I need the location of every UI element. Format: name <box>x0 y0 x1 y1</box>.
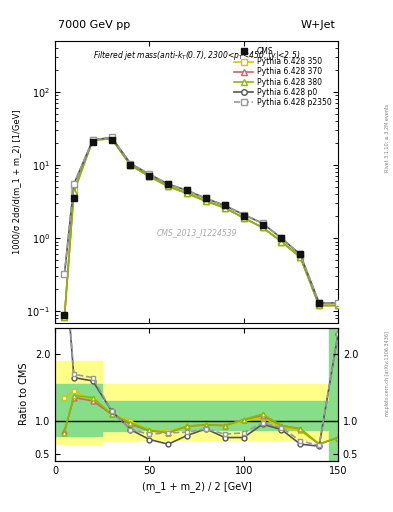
Text: Rivet 3.1.10; ≥ 3.2M events: Rivet 3.1.10; ≥ 3.2M events <box>385 104 389 173</box>
Legend: CMS, Pythia 6.428 350, Pythia 6.428 370, Pythia 6.428 380, Pythia 6.428 p0, Pyth: CMS, Pythia 6.428 350, Pythia 6.428 370,… <box>232 45 334 109</box>
Y-axis label: Ratio to CMS: Ratio to CMS <box>19 363 29 425</box>
Text: W+Jet: W+Jet <box>300 19 335 30</box>
Text: CMS_2013_I1224539: CMS_2013_I1224539 <box>156 228 237 237</box>
Text: Filtered jet mass(anti-k$_T$(0.7), 2300<p$_T$<450, |y|<2.5): Filtered jet mass(anti-k$_T$(0.7), 2300<… <box>93 50 300 62</box>
Text: 7000 GeV pp: 7000 GeV pp <box>58 19 130 30</box>
Y-axis label: 1000/σ 2dσ/d(m_1 + m_2) [1/GeV]: 1000/σ 2dσ/d(m_1 + m_2) [1/GeV] <box>12 110 21 254</box>
X-axis label: (m_1 + m_2) / 2 [GeV]: (m_1 + m_2) / 2 [GeV] <box>141 481 252 492</box>
Text: mcplots.cern.ch [arXiv:1306.3436]: mcplots.cern.ch [arXiv:1306.3436] <box>385 331 389 416</box>
